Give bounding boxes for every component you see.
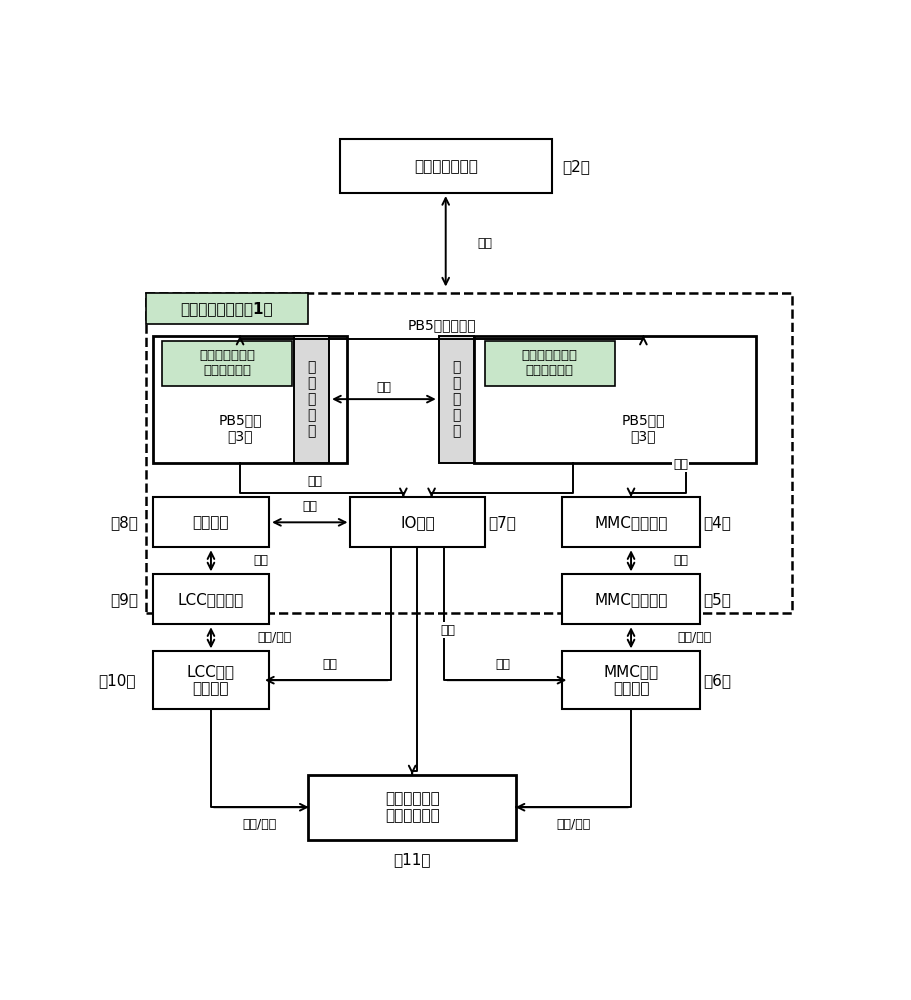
Text: PB5板卡
（3）: PB5板卡 （3） (621, 413, 665, 443)
Text: 光纤/电缆: 光纤/电缆 (557, 818, 591, 831)
Text: IO板卡: IO板卡 (400, 515, 435, 530)
FancyBboxPatch shape (153, 574, 270, 624)
FancyBboxPatch shape (153, 336, 347, 463)
Text: PB5的背板通讯: PB5的背板通讯 (407, 319, 476, 333)
FancyBboxPatch shape (485, 341, 615, 386)
FancyBboxPatch shape (146, 293, 308, 324)
Text: 混合直流系统
协调控制装置: 混合直流系统 协调控制装置 (384, 791, 439, 823)
Text: 电缆: 电缆 (496, 658, 511, 671)
Text: 光纤: 光纤 (253, 554, 268, 567)
Text: LCC阀控装置: LCC阀控装置 (178, 592, 244, 607)
FancyBboxPatch shape (562, 497, 700, 547)
FancyBboxPatch shape (351, 497, 485, 547)
Text: 光电转换: 光电转换 (193, 515, 230, 530)
Text: （8）: （8） (110, 515, 138, 530)
Text: MMC阀控装置: MMC阀控装置 (594, 592, 668, 607)
Text: 电缆: 电缆 (302, 500, 317, 513)
Text: LCC单元
控保装置: LCC单元 控保装置 (187, 664, 235, 696)
Text: 实时数字仿真器（1）: 实时数字仿真器（1） (180, 301, 273, 316)
Text: 光纤: 光纤 (673, 554, 688, 567)
Text: （11）: （11） (394, 852, 431, 867)
Text: 小
步
长
接
口: 小 步 长 接 口 (452, 360, 460, 439)
Text: （5）: （5） (703, 592, 732, 607)
FancyBboxPatch shape (146, 293, 792, 613)
Text: 光纤: 光纤 (376, 381, 392, 394)
Text: 网线: 网线 (477, 237, 492, 250)
FancyBboxPatch shape (294, 336, 329, 463)
Text: 光纤: 光纤 (673, 458, 688, 471)
FancyBboxPatch shape (162, 341, 292, 386)
FancyBboxPatch shape (340, 139, 552, 193)
FancyBboxPatch shape (153, 497, 270, 547)
Text: 实时仿真工作站: 实时仿真工作站 (414, 159, 477, 174)
Text: 柔性直流及其他
的小步长仿真: 柔性直流及其他 的小步长仿真 (522, 349, 578, 377)
Text: 电缆: 电缆 (440, 624, 455, 637)
Text: 光纤: 光纤 (307, 475, 322, 488)
Text: 常规直流及其他
的大步长仿真: 常规直流及其他 的大步长仿真 (200, 349, 255, 377)
FancyBboxPatch shape (439, 336, 474, 463)
FancyBboxPatch shape (562, 651, 700, 709)
Text: 电缆: 电缆 (322, 658, 337, 671)
Text: MMC单元
控保装置: MMC单元 控保装置 (603, 664, 659, 696)
Text: 光纤/电缆: 光纤/电缆 (678, 631, 711, 644)
Text: （9）: （9） (110, 592, 138, 607)
Text: 光纤/线缆: 光纤/线缆 (242, 818, 277, 831)
Text: （7）: （7） (488, 515, 517, 530)
FancyBboxPatch shape (562, 574, 700, 624)
Text: （6）: （6） (703, 673, 732, 688)
FancyBboxPatch shape (153, 651, 270, 709)
Text: MMC仿真装置: MMC仿真装置 (594, 515, 668, 530)
Text: （4）: （4） (703, 515, 732, 530)
Text: 光纤/线缆: 光纤/线缆 (258, 631, 292, 644)
Text: （10）: （10） (98, 673, 136, 688)
FancyBboxPatch shape (474, 336, 756, 463)
FancyBboxPatch shape (308, 774, 517, 840)
Text: （2）: （2） (562, 159, 590, 174)
Text: PB5板卡
（3）: PB5板卡 （3） (219, 413, 261, 443)
Text: 大
步
长
接
口: 大 步 长 接 口 (307, 360, 316, 439)
